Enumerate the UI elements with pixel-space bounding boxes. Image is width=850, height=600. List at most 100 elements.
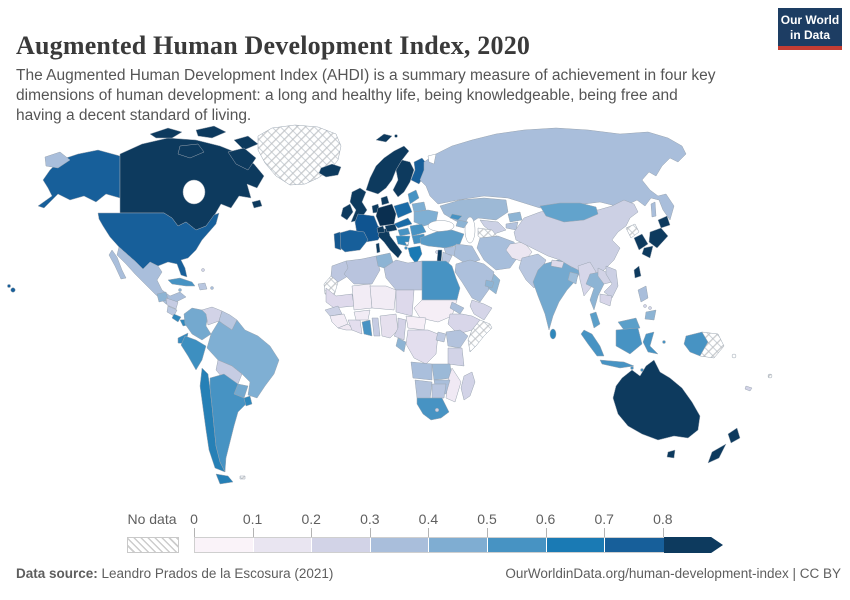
legend-color-bar[interactable] [194,537,665,553]
region-java[interactable] [599,359,635,369]
region-canada-island[interactable] [233,135,259,151]
region-costa-rica[interactable] [171,313,182,323]
region-luzon[interactable] [637,285,649,303]
region-sulawesi[interactable] [642,331,659,355]
region-hungary[interactable] [397,227,411,237]
region-kyrgyzstan[interactable] [507,211,523,223]
region-turkey[interactable] [419,229,465,249]
region-tierra-del-fuego[interactable] [215,473,234,485]
region-papua-new-guinea[interactable] [699,331,725,359]
region-czech-slovakia[interactable] [393,217,413,229]
region-romania[interactable] [409,223,427,237]
region-vietnam[interactable] [603,265,619,299]
region-algeria[interactable] [343,255,381,285]
footer-link[interactable]: OurWorldinData.org/human-development-ind… [505,566,841,581]
region-canada-island[interactable] [177,143,205,159]
region-uganda[interactable] [435,331,447,343]
region-iceland[interactable] [318,163,342,178]
region-niger[interactable] [369,285,397,311]
region-hawaii[interactable] [10,287,16,293]
region-jamaica[interactable] [178,288,182,292]
region-sudan[interactable] [413,299,458,323]
region-new-caledonia[interactable] [744,385,753,392]
legend-bin[interactable] [253,538,313,552]
region-namibia[interactable] [414,379,433,401]
region-albania[interactable] [404,246,408,250]
region-nigeria[interactable] [379,313,399,339]
region-senegal[interactable] [324,305,343,317]
legend-bin[interactable] [605,538,664,552]
region-falkland[interactable] [239,475,246,480]
legend-bin[interactable] [429,538,488,552]
region-kenya[interactable] [445,329,469,349]
region-oman[interactable] [487,273,501,295]
region-uzbekistan[interactable] [479,219,507,235]
region-taiwan[interactable] [633,265,642,279]
region-svalbard[interactable] [375,133,393,143]
region-laos[interactable] [597,267,613,285]
region-gabon[interactable] [395,337,407,353]
region-botswana[interactable] [431,383,447,399]
region-angola[interactable] [410,361,433,381]
region-bahamas[interactable] [201,268,205,272]
region-madagascar[interactable] [460,371,476,401]
region-italy[interactable] [377,227,403,259]
region-portugal[interactable] [333,231,342,251]
region-north-korea[interactable] [625,223,640,239]
region-baja-california[interactable] [108,249,127,280]
region-canada-island[interactable] [195,125,227,139]
region-nepal[interactable] [550,259,565,269]
legend-bin-max[interactable] [663,537,723,553]
legend-bin[interactable] [370,538,430,552]
region-tasmania[interactable] [666,449,676,459]
owid-logo[interactable]: Our World in Data [778,8,842,50]
region-sri-lanka[interactable] [549,328,557,340]
region-lesser-sunda[interactable] [630,366,634,370]
region-australia[interactable] [612,359,701,441]
region-saudi-arabia[interactable] [454,259,495,303]
region-denmark[interactable] [380,195,390,206]
region-japan-hokkaido[interactable] [657,215,671,229]
region-poland[interactable] [393,201,413,219]
region-egypt[interactable] [421,260,461,301]
region-lesotho[interactable] [434,407,440,413]
region-libya[interactable] [383,259,423,291]
region-south-africa[interactable] [416,397,450,421]
region-chad[interactable] [395,289,415,317]
region-canada-island[interactable] [227,147,257,171]
region-colombia[interactable] [183,307,212,341]
region-argentina[interactable] [209,373,247,473]
legend-bin[interactable] [312,538,371,552]
region-baltics[interactable] [407,189,420,205]
region-hawaii[interactable] [7,284,11,288]
region-uruguay[interactable] [243,395,253,407]
region-cuba[interactable] [167,277,196,287]
region-sakhalin[interactable] [650,201,657,218]
region-ghana[interactable] [361,319,373,337]
legend-no-data-swatch[interactable] [127,537,179,553]
region-maluku[interactable] [662,340,666,344]
region-honduras[interactable] [165,297,179,310]
region-newfoundland[interactable] [251,199,263,209]
region-south-korea[interactable] [633,233,649,251]
region-svalbard[interactable] [394,134,398,138]
region-japan-kyushu[interactable] [641,245,654,259]
region-dr-congo[interactable] [405,329,439,365]
region-switzerland[interactable] [376,225,386,234]
region-canada-island[interactable] [149,127,183,139]
region-bangladesh[interactable] [567,271,579,285]
region-central-african-republic[interactable] [405,315,427,331]
region-borneo[interactable] [615,327,643,355]
region-peru[interactable] [180,335,207,371]
region-india[interactable] [532,259,582,331]
region-russia[interactable] [419,127,687,221]
region-azerbaijan[interactable] [455,219,469,229]
region-mongolia[interactable] [539,202,599,223]
region-togo-benin[interactable] [371,317,381,337]
region-uae[interactable] [484,279,495,289]
region-sumatra[interactable] [580,329,605,357]
region-belarus[interactable] [411,201,427,213]
region-kosovo[interactable] [404,241,410,247]
region-hispaniola[interactable] [197,282,208,291]
legend-bin[interactable] [546,538,606,552]
